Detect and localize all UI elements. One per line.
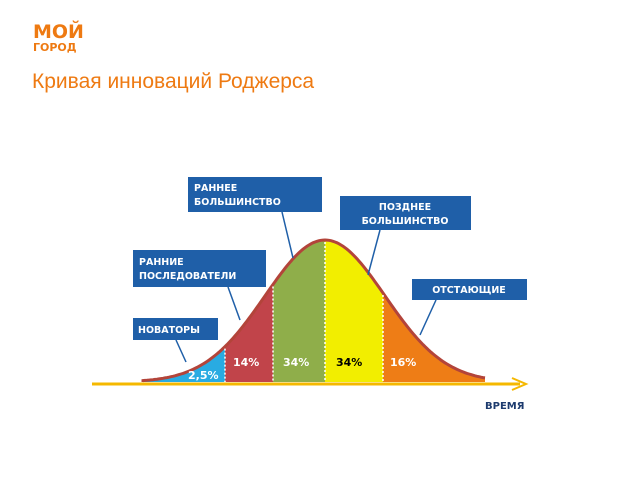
logo-line2: ГОРОД [33,41,77,54]
logo-line1: МОЙ [33,20,84,43]
axis-label: ВРЕМЯ [485,401,524,412]
label-box: РАННЕЕ БОЛЬШИНСТВО [188,177,322,212]
label-box: НОВАТОРЫ [133,318,218,340]
group-share: 34% [336,356,362,369]
bell-curve [141,238,486,383]
pointers [175,211,437,363]
group-label: БОЛЬШИНСТВО [194,197,281,208]
curve-outline [141,238,486,383]
label-box: ПОЗДНЕЕ БОЛЬШИНСТВО [340,196,471,230]
group-share: 14% [233,356,259,369]
group-label: ОТСТАЮЩИЕ [432,285,506,296]
curve-segment [325,240,383,382]
curve-segment [383,293,485,382]
group-share: 34% [283,356,309,369]
group-label: НОВАТОРЫ [138,325,200,336]
group-label: РАННЕЕ [194,183,237,194]
group-label: ПОЗДНЕЕ [379,202,431,213]
group-label: ПОСЛЕДОВАТЕЛИ [139,271,236,282]
curve-segment [273,240,325,382]
curve-segment [225,284,273,382]
label-box: РАННИЕ ПОСЛЕДОВАТЕЛИ [133,250,266,287]
curve-segment [143,346,225,382]
axis-arrow [511,377,529,391]
label-box: ОТСТАЮЩИЕ [412,279,527,300]
group-label: РАННИЕ [139,257,184,268]
slide-title: Кривая инноваций Роджерса [32,70,314,93]
group-share: 2,5% [188,369,219,382]
group-share: 16% [390,356,416,369]
group-label: БОЛЬШИНСТВО [362,216,449,227]
